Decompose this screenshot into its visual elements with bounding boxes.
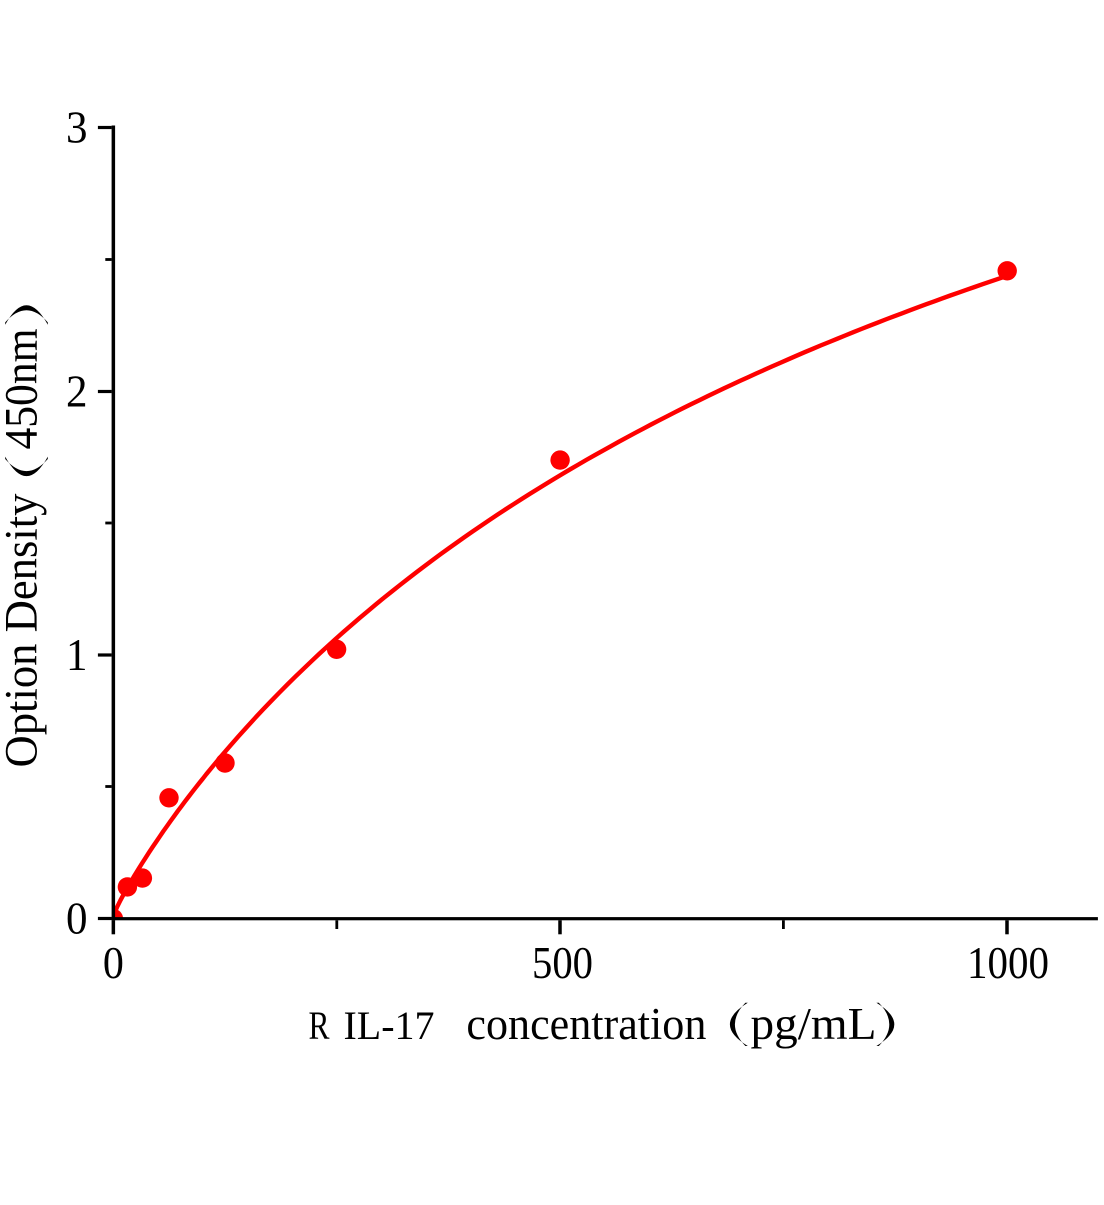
svg-text:3: 3 — [66, 102, 88, 153]
svg-text:450nm: 450nm — [0, 329, 48, 450]
svg-text:1: 1 — [66, 629, 88, 680]
svg-text:Option Density: Option Density — [0, 493, 48, 767]
svg-text:1000: 1000 — [967, 937, 1049, 988]
svg-text:R: R — [309, 1003, 330, 1048]
svg-text:2: 2 — [66, 366, 88, 417]
svg-text:500: 500 — [532, 937, 593, 988]
svg-text:IL-17: IL-17 — [344, 1003, 435, 1048]
svg-text:concentration: concentration — [466, 998, 706, 1049]
svg-text:pg/mL: pg/mL — [751, 998, 877, 1049]
svg-text:0: 0 — [103, 937, 124, 988]
svg-text:0: 0 — [66, 893, 88, 944]
